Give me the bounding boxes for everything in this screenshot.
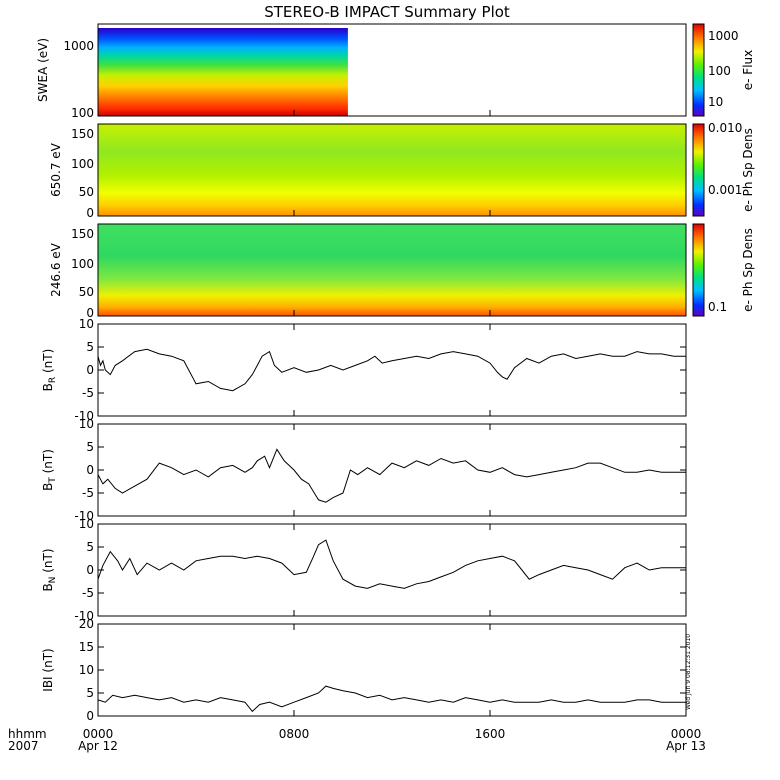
pad246-ytick: 150 xyxy=(71,227,94,241)
panel-frame xyxy=(97,523,687,617)
pad246-ytick: 50 xyxy=(79,285,94,299)
x-tick-label: 0000 xyxy=(83,727,114,741)
y-tick-label: -5 xyxy=(82,586,94,600)
x-tick-date: Apr 13 xyxy=(666,739,706,753)
y-tick-label: -5 xyxy=(82,486,94,500)
pad246-colorbar xyxy=(692,223,705,317)
x-tick-date: Apr 12 xyxy=(78,739,118,753)
y-tick-label: 5 xyxy=(86,440,94,454)
swea-ylabel: SWEA (eV) xyxy=(36,38,50,102)
x-tick-label: 0800 xyxy=(279,727,310,741)
line-panel-bn: 10 5 0 -5 -10 BN (nT) xyxy=(41,517,687,623)
time-axis-label: hhmm xyxy=(8,727,47,741)
pad650-cbar-tick: 0.001 xyxy=(708,183,742,197)
pad650-cbar-tick: 0.010 xyxy=(708,121,742,135)
y-tick-label: 5 xyxy=(86,340,94,354)
y-tick-label: -5 xyxy=(82,386,94,400)
y-tick-label: 0 xyxy=(86,363,94,377)
y-tick-label: 5 xyxy=(86,686,94,700)
pad246-panel: 150 100 50 0 246.6 eV 0.1 e- Ph Sp Dens xyxy=(49,223,755,320)
y-tick-label: 5 xyxy=(86,540,94,554)
series-line-b-magnitude xyxy=(97,685,686,713)
x-tick-label: 0000 xyxy=(671,727,702,741)
pad650-ytick: 50 xyxy=(79,185,94,199)
swea-panel: 1000 100 SWEA (eV) 1000 100 10 e- Flux xyxy=(36,23,755,120)
swea-colorbar-label: e- Flux xyxy=(741,50,755,90)
pad246-cbar-tick: 0.1 xyxy=(708,300,727,314)
pad650-ytick: 150 xyxy=(71,127,94,141)
panel-frame xyxy=(97,423,687,517)
y-tick-label: 10 xyxy=(79,417,94,431)
pad650-colorbar xyxy=(692,123,705,217)
series-line-br xyxy=(97,348,686,392)
y-tick-label: 20 xyxy=(79,617,94,631)
generation-timestamp: Wed Jun 9 08:12:31 2010 xyxy=(685,634,692,710)
pad246-ytick: 100 xyxy=(71,257,94,271)
swea-ytick: 100 xyxy=(71,106,94,120)
pad650-ytick: 100 xyxy=(71,157,94,171)
pad246-spectrogram xyxy=(98,224,686,316)
y-tick-label: 0 xyxy=(86,563,94,577)
swea-cbar-tick: 100 xyxy=(708,64,731,78)
pad246-colorbar-label: e- Ph Sp Dens xyxy=(741,228,755,312)
pad650-panel: 150 100 50 0 650.7 eV 0.010 0.001 e- Ph … xyxy=(49,121,755,220)
series-line-bt xyxy=(97,448,686,503)
pad650-colorbar-label: e- Ph Sp Dens xyxy=(741,128,755,212)
pad246-ylabel: 246.6 eV xyxy=(49,242,63,297)
plot-title: STEREO-B IMPACT Summary Plot xyxy=(264,3,510,21)
pad650-spectrogram xyxy=(98,124,686,216)
panel-ylabel: BR (nT) xyxy=(41,349,58,392)
swea-colorbar xyxy=(692,23,705,117)
series-line-bn xyxy=(97,539,686,589)
y-tick-label: -10 xyxy=(74,509,94,523)
swea-spectrogram xyxy=(98,28,348,116)
time-axis-year: 2007 xyxy=(8,739,39,753)
y-tick-label: 0 xyxy=(86,709,94,723)
y-tick-label: -10 xyxy=(74,409,94,423)
x-tick-label: 1600 xyxy=(475,727,506,741)
magnetic-field-panels: 10 5 0 -5 -10 BR (nT) 10 5 0 -5 -10 BT (nT) 10 5 0 -5 -1… xyxy=(41,317,687,723)
line-panel-br: 10 5 0 -5 -10 BR (nT) xyxy=(41,317,687,423)
pad650-ylabel: 650.7 eV xyxy=(49,142,63,197)
swea-cbar-tick: 10 xyxy=(708,95,723,109)
y-tick-label: 15 xyxy=(79,640,94,654)
y-tick-label: 10 xyxy=(79,517,94,531)
y-tick-label: 10 xyxy=(79,317,94,331)
y-tick-label: 10 xyxy=(79,663,94,677)
panel-ylabel: BT (nT) xyxy=(41,449,58,491)
pad650-ytick: 0 xyxy=(86,206,94,220)
panel-frame xyxy=(97,323,687,417)
y-tick-label: 0 xyxy=(86,463,94,477)
pad246-ytick: 0 xyxy=(86,306,94,320)
panel-ylabel: IBI (nT) xyxy=(41,648,55,691)
swea-cbar-tick: 1000 xyxy=(708,29,739,43)
line-panel-bt: 10 5 0 -5 -10 BT (nT) xyxy=(41,417,687,523)
y-tick-label: -10 xyxy=(74,609,94,623)
panel-ylabel: BN (nT) xyxy=(41,548,58,591)
line-panel-b-magnitude: 20 15 10 5 0 IBI (nT) xyxy=(41,617,687,723)
swea-ytick: 1000 xyxy=(63,39,94,53)
